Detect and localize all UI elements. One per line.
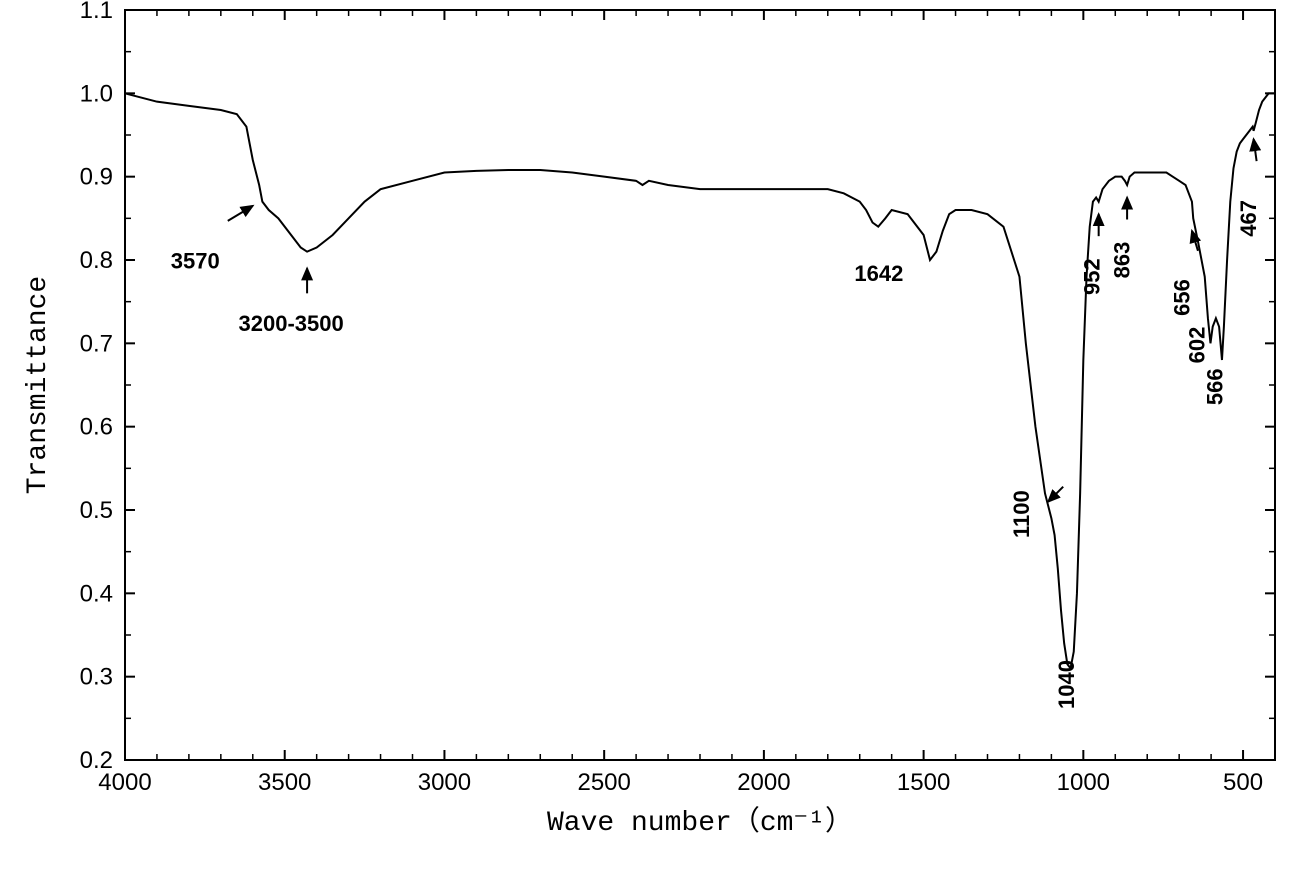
spectrum-svg: 40003500300025002000150010005000.20.30.4…	[0, 0, 1300, 869]
svg-text:0.7: 0.7	[80, 330, 113, 357]
peak-label-952: 952	[1079, 258, 1104, 295]
peak-label-1642: 1642	[854, 261, 903, 286]
svg-text:0.4: 0.4	[80, 580, 113, 607]
svg-text:0.8: 0.8	[80, 247, 113, 274]
svg-text:1.1: 1.1	[80, 0, 113, 24]
peak-label-467: 467	[1236, 200, 1261, 237]
peak-label-863: 863	[1110, 242, 1135, 279]
peak-label-656: 656	[1169, 279, 1194, 316]
svg-text:0.5: 0.5	[80, 497, 113, 524]
peak-label-1100: 1100	[1009, 490, 1034, 538]
svg-text:1000: 1000	[1057, 769, 1110, 796]
peak-label-566: 566	[1202, 368, 1227, 405]
svg-text:0.3: 0.3	[80, 664, 113, 691]
svg-text:1500: 1500	[897, 769, 950, 796]
svg-text:0.2: 0.2	[80, 747, 113, 774]
svg-text:3500: 3500	[258, 769, 311, 796]
y-axis-label: Transmittance	[23, 276, 54, 494]
peak-label-3570: 3570	[171, 248, 220, 273]
peak-label-32003500: 3200-3500	[239, 311, 344, 336]
svg-text:2000: 2000	[737, 769, 790, 796]
svg-text:2500: 2500	[577, 769, 630, 796]
svg-text:0.6: 0.6	[80, 414, 113, 441]
svg-text:500: 500	[1223, 769, 1263, 796]
peak-label-602: 602	[1185, 327, 1210, 364]
ir-spectrum-chart: 40003500300025002000150010005000.20.30.4…	[0, 0, 1300, 869]
svg-text:0.9: 0.9	[80, 164, 113, 191]
svg-text:3000: 3000	[418, 769, 471, 796]
x-axis-label: Wave number（cm⁻¹）	[547, 805, 853, 839]
peak-label-1040: 1040	[1054, 660, 1079, 709]
svg-text:1.0: 1.0	[80, 80, 113, 107]
